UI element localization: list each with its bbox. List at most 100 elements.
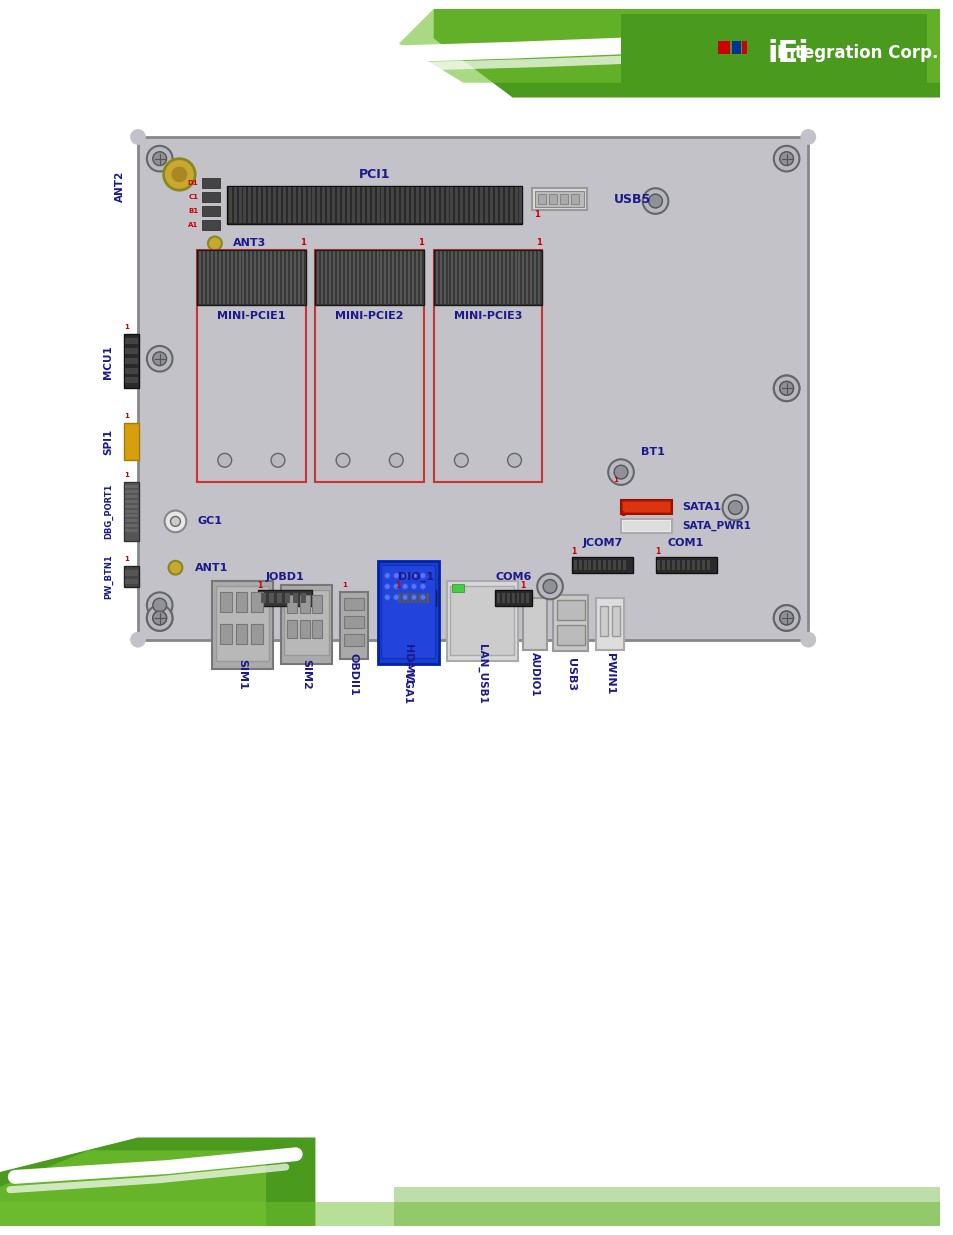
Bar <box>341 251 343 304</box>
Bar <box>425 593 428 603</box>
Bar <box>229 188 232 222</box>
Text: GC1: GC1 <box>197 516 222 526</box>
Text: PWIN1: PWIN1 <box>604 653 615 695</box>
Bar <box>282 251 284 304</box>
Text: BT1: BT1 <box>640 447 664 457</box>
Bar <box>495 188 497 222</box>
Bar <box>202 178 219 188</box>
Bar <box>622 521 670 531</box>
Circle shape <box>384 573 390 578</box>
Bar <box>686 559 689 569</box>
Bar <box>242 251 244 304</box>
Bar <box>276 593 282 603</box>
Bar <box>479 188 482 222</box>
Bar <box>455 251 456 304</box>
Bar <box>486 251 488 304</box>
Text: 1: 1 <box>613 477 618 483</box>
Bar <box>258 590 313 606</box>
Text: MINI-PCIE2: MINI-PCIE2 <box>335 311 403 321</box>
Bar <box>368 251 371 304</box>
Bar <box>478 251 480 304</box>
Bar <box>251 593 263 613</box>
Bar <box>261 593 266 603</box>
Circle shape <box>648 194 661 207</box>
Text: 1: 1 <box>124 472 129 478</box>
Bar <box>356 251 358 304</box>
Bar <box>344 634 363 646</box>
Bar <box>344 598 363 610</box>
Bar <box>408 251 410 304</box>
Bar <box>317 251 319 304</box>
Bar <box>248 188 251 222</box>
Circle shape <box>384 594 390 600</box>
Bar <box>447 251 449 304</box>
Circle shape <box>384 584 390 589</box>
Bar <box>233 188 236 222</box>
Text: 1: 1 <box>257 580 263 590</box>
Text: C1: C1 <box>188 194 198 200</box>
Bar <box>410 593 413 603</box>
Bar <box>463 251 465 304</box>
Bar <box>352 188 355 222</box>
Bar <box>691 559 694 569</box>
Bar <box>339 593 367 659</box>
Text: MINI-PCIE3: MINI-PCIE3 <box>454 311 521 321</box>
Text: 1: 1 <box>124 556 129 562</box>
Text: 1: 1 <box>417 238 423 247</box>
Polygon shape <box>394 1187 940 1226</box>
Bar <box>620 14 925 95</box>
Bar <box>223 251 225 304</box>
Bar <box>445 188 448 222</box>
Bar <box>395 251 397 304</box>
Bar <box>526 251 528 304</box>
Bar <box>495 590 532 606</box>
Bar <box>294 251 295 304</box>
Text: JCOM7: JCOM7 <box>581 538 621 548</box>
Bar <box>701 559 704 569</box>
Text: 1: 1 <box>534 210 539 220</box>
Bar <box>287 595 296 613</box>
Circle shape <box>507 453 521 467</box>
Bar <box>381 564 435 658</box>
Bar <box>125 378 138 383</box>
Circle shape <box>147 346 172 372</box>
Bar <box>399 251 402 304</box>
Circle shape <box>130 632 146 647</box>
Bar <box>299 620 309 637</box>
Circle shape <box>152 611 167 625</box>
Circle shape <box>419 573 425 578</box>
Bar <box>392 251 394 304</box>
Bar <box>293 188 295 222</box>
Bar <box>559 194 567 204</box>
Text: 1: 1 <box>299 238 305 247</box>
Circle shape <box>419 594 425 600</box>
Bar <box>522 251 524 304</box>
Bar <box>519 188 522 222</box>
Bar <box>125 500 138 503</box>
Bar <box>381 188 384 222</box>
Bar <box>523 598 546 650</box>
Bar <box>571 557 632 573</box>
Bar <box>509 188 512 222</box>
Text: USB5: USB5 <box>614 193 651 205</box>
Text: PCI1: PCI1 <box>358 168 390 180</box>
Bar <box>280 585 332 664</box>
Circle shape <box>147 605 172 631</box>
Bar <box>622 559 625 569</box>
Circle shape <box>402 573 408 578</box>
Bar <box>360 251 362 304</box>
Bar <box>333 251 335 304</box>
Circle shape <box>779 611 793 625</box>
Bar <box>384 251 386 304</box>
Text: PW_BTN1: PW_BTN1 <box>104 555 112 599</box>
Bar <box>254 251 256 304</box>
Bar <box>501 593 504 603</box>
Bar <box>618 559 620 569</box>
Bar <box>677 559 679 569</box>
Circle shape <box>152 152 167 165</box>
Bar <box>125 510 138 513</box>
Bar <box>475 188 477 222</box>
Bar <box>197 251 305 482</box>
Bar <box>416 251 417 304</box>
Bar <box>436 251 437 304</box>
